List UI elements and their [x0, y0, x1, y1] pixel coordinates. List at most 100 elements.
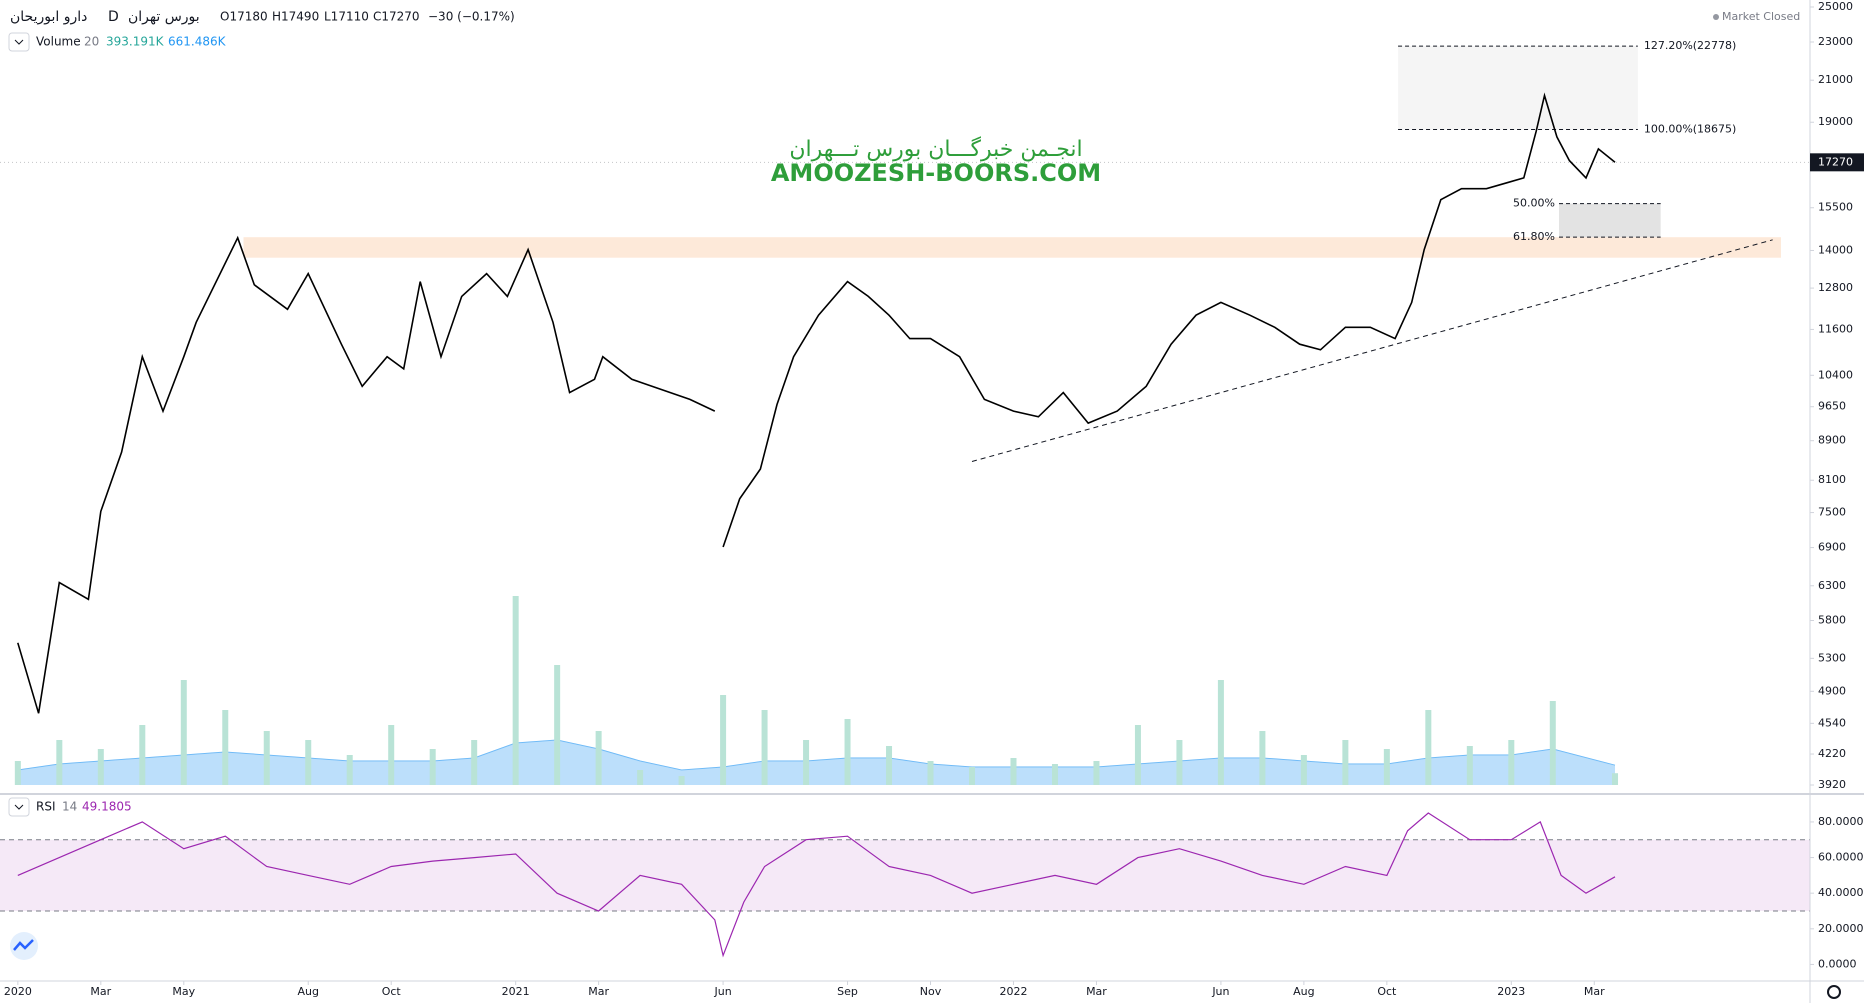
y-tick-label: 21000 [1818, 73, 1853, 86]
open: O17180 [220, 10, 268, 24]
fib-label: 50.00% [1513, 197, 1555, 210]
rsi-value: 49.1805 [82, 800, 132, 814]
volume-bar [1383, 749, 1390, 785]
high: H17490 [272, 10, 319, 24]
collapse-button[interactable] [8, 797, 30, 817]
volume-bar [1176, 740, 1183, 785]
volume-ma-value: 661.486K [168, 35, 227, 49]
y-tick-label: 12800 [1818, 281, 1853, 294]
volume-bar [1300, 755, 1307, 785]
y-tick-label: 0.0000 [1818, 957, 1857, 970]
change: −30 (−0.17%) [428, 10, 515, 24]
volume-bar [1549, 701, 1556, 785]
y-tick-label: 4900 [1818, 684, 1846, 697]
volume-bar [803, 740, 810, 785]
x-tick-label: Jun [713, 985, 731, 998]
x-tick-label: Mar [90, 985, 111, 998]
fib-box [1559, 203, 1661, 238]
volume-bar [595, 731, 602, 785]
rsi-name: RSI [36, 800, 56, 814]
y-tick-label: 14000 [1818, 243, 1853, 256]
y-tick-label: 40.0000 [1818, 886, 1864, 899]
x-tick-label: Aug [1293, 985, 1314, 998]
y-tick-label: 80.0000 [1818, 815, 1864, 828]
volume-bar [1508, 740, 1515, 785]
volume-bar [97, 749, 104, 785]
trendline [971, 239, 1773, 462]
volume-bar [1093, 761, 1100, 785]
volume-bar [554, 665, 561, 785]
status-dot [1713, 14, 1719, 20]
x-tick-label: Mar [588, 985, 609, 998]
volume-bar [844, 719, 851, 785]
volume-bar [512, 596, 519, 785]
x-tick-label: Sep [837, 985, 858, 998]
x-tick-label: May [172, 985, 195, 998]
volume-bar [388, 725, 395, 785]
x-tick-label: Mar [1086, 985, 1107, 998]
y-tick-label: 25000 [1818, 0, 1853, 13]
volume-name: Volume [36, 35, 81, 49]
chevron-icon [14, 39, 24, 45]
logo-mark [13, 939, 34, 951]
volume-bar [346, 755, 353, 785]
x-tick-label: 2023 [1497, 985, 1525, 998]
volume-bar [1466, 746, 1473, 785]
y-tick-label: 19000 [1818, 115, 1853, 128]
y-tick-label: 6900 [1818, 541, 1846, 554]
volume-bar [263, 731, 270, 785]
symbol: دارو ابوریحان [10, 9, 87, 25]
fib-label: 61.80% [1513, 230, 1555, 243]
volume-bar [720, 695, 727, 785]
volume-bar [1134, 725, 1141, 785]
volume-bar [1217, 680, 1224, 785]
chevron-icon [14, 804, 24, 810]
support-zone [243, 237, 1781, 258]
y-tick-label: 5800 [1818, 613, 1846, 626]
exchange: بورس تهران [128, 9, 200, 25]
x-tick-label: Oct [382, 985, 402, 998]
interval: D [108, 9, 119, 25]
last-price-label: 17270 [1818, 155, 1853, 168]
y-tick-label: 10400 [1818, 368, 1853, 381]
price-line [17, 92, 1616, 714]
close: C17270 [373, 10, 420, 24]
fib-box [1398, 46, 1638, 130]
volume-bar [761, 710, 768, 785]
volume-bar [14, 761, 21, 785]
last-price-box [1810, 153, 1864, 172]
y-tick-label: 15500 [1818, 201, 1853, 214]
volume-bar [139, 725, 146, 785]
volume-bar [1010, 758, 1017, 785]
volume-bar [56, 740, 63, 785]
volume-bar [968, 767, 975, 785]
x-tick-label: Mar [1584, 985, 1605, 998]
volume-bar [222, 710, 229, 785]
y-tick-label: 20.0000 [1818, 922, 1864, 935]
x-tick-label: 2021 [502, 985, 530, 998]
volume-bar [1342, 740, 1349, 785]
volume-bar [927, 761, 934, 785]
volume-length: 20 [84, 35, 99, 49]
volume-bar [1259, 731, 1266, 785]
y-tick-label: 4220 [1818, 747, 1846, 760]
collapse-button[interactable] [8, 32, 30, 52]
volume-bar [305, 740, 312, 785]
plot-area: 127.20%(22778) 100.00%(18675) 50.00% 61.80% [0, 39, 1810, 958]
rsi-length: 14 [62, 800, 77, 814]
watermark-latin: AMOOZESH-BOORS.COM [771, 159, 1101, 187]
y-tick-label: 5300 [1818, 651, 1846, 664]
y-tick-label: 23000 [1818, 35, 1853, 48]
y-tick-label: 4540 [1818, 716, 1846, 729]
x-tick-label: Jun [1211, 985, 1229, 998]
fib-label: 100.00%(18675) [1644, 122, 1737, 135]
settings-button[interactable] [1827, 985, 1841, 999]
volume-bar [637, 770, 644, 785]
volume-bar [1612, 773, 1619, 785]
y-tick-label: 11600 [1818, 322, 1853, 335]
rsi-line [17, 812, 1616, 958]
watermark-persian: انجـمن خبرگـــان بورس تـــهران [789, 136, 1082, 162]
low: L17110 [324, 10, 369, 24]
